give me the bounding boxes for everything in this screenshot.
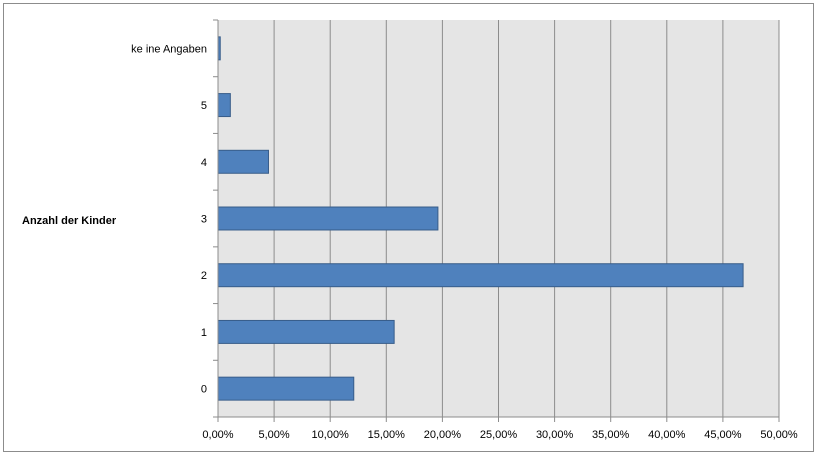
x-tick-labels: 0,00% 5,00% 10,00% 15,00% 20,00% 25,00% 30,00%… — [202, 429, 797, 441]
x-tick-label: 40,00% — [648, 429, 686, 441]
x-tick-label: 35,00% — [592, 429, 630, 441]
x-tick-label: 30,00% — [536, 429, 574, 441]
bar — [217, 263, 744, 288]
axes — [213, 19, 780, 422]
x-tick-label: 0,00% — [202, 429, 233, 441]
y-tick-label: 4 — [201, 157, 207, 169]
y-tick-label: ke ine Angaben — [131, 43, 207, 55]
bar — [217, 319, 395, 344]
bar — [217, 149, 269, 174]
x-tick-label: 15,00% — [368, 429, 406, 441]
x-tick-label: 20,00% — [424, 429, 462, 441]
y-tick-label: 5 — [201, 100, 207, 112]
y-tick-label: 3 — [201, 214, 207, 226]
bar — [217, 93, 231, 118]
x-tick-label: 10,00% — [312, 429, 350, 441]
bar — [217, 206, 439, 231]
y-tick-label: 2 — [201, 270, 207, 282]
x-tick-label: 45,00% — [704, 429, 742, 441]
y-tick-label: 1 — [201, 327, 207, 339]
y-tick-labels: 0 1 2 3 4 5 ke ine Angaben — [131, 43, 207, 395]
x-tick-label: 50,00% — [760, 429, 798, 441]
bar — [217, 376, 355, 401]
y-axis-label: Anzahl der Kinder — [22, 215, 117, 227]
x-tick-label: 25,00% — [480, 429, 518, 441]
y-tick-label: 0 — [201, 384, 207, 396]
bars — [217, 36, 744, 401]
x-tick-label: 5,00% — [258, 429, 289, 441]
